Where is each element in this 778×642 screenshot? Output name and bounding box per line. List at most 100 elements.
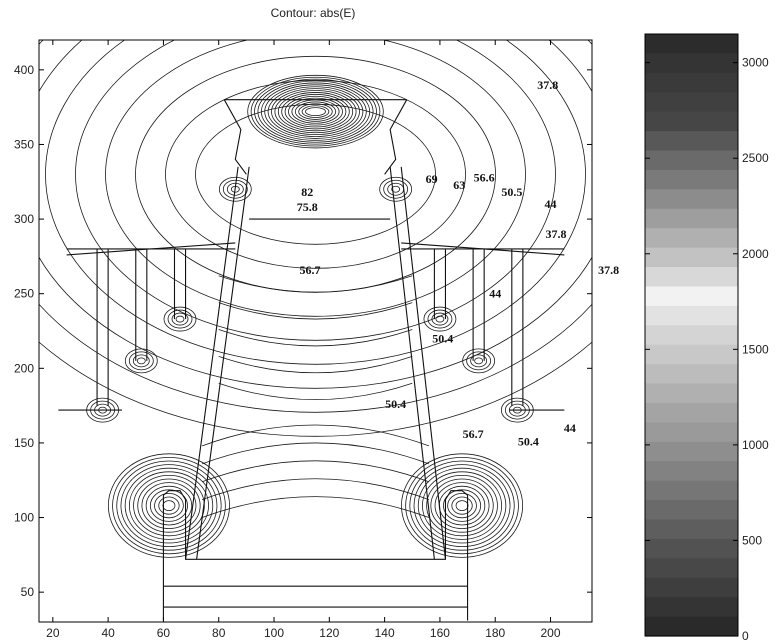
contour-cavity <box>218 329 413 347</box>
contour-ring-bl <box>116 460 222 551</box>
chart-title: Contour: abs(E) <box>271 6 356 20</box>
colorbar-band <box>645 150 738 171</box>
contour-ring-top <box>294 101 337 122</box>
contour-cavity <box>218 275 413 293</box>
contour-ring-bl <box>124 467 214 544</box>
x-tick-label: 80 <box>212 626 226 640</box>
contour-label: 50.4 <box>385 397 406 411</box>
x-axis-ticks: 20 40 60 80 100 120 140 160 180 200 <box>46 40 561 640</box>
contour-label: 44 <box>545 197 557 211</box>
x-tick-label: 160 <box>430 626 450 640</box>
colorbar-band <box>645 577 738 598</box>
contour-cavity <box>218 355 413 374</box>
contour-ring-bl <box>112 456 226 555</box>
contour-label: 75.8 <box>297 200 318 214</box>
right-top-arm <box>384 99 408 175</box>
contour-label: 69 <box>426 172 438 186</box>
contour-ring-small <box>423 306 457 332</box>
y-axis-ticks: 50 100 150 200 250 300 350 400 <box>14 63 592 599</box>
colorbar-band <box>645 72 738 93</box>
contour-ring-top <box>277 92 354 132</box>
contour-ring-br <box>401 453 524 558</box>
colorbar-band <box>645 34 738 55</box>
contour-ring-small <box>167 309 193 329</box>
x-tick-label: 200 <box>541 626 561 640</box>
left-top-arm <box>223 99 247 175</box>
colorbar-band <box>645 422 738 443</box>
contour-ring-top <box>271 88 360 136</box>
contour-label: 82 <box>301 185 313 199</box>
contour-label: 56.7 <box>299 263 320 277</box>
colorbar-tick-label: 2000 <box>742 247 769 261</box>
contour-lower <box>201 460 430 483</box>
contour-arc-outer <box>105 40 526 317</box>
colorbar-frame <box>644 33 739 637</box>
contour-label: 50.4 <box>518 434 539 448</box>
contour-ring-small <box>136 357 146 365</box>
contour-ring-br <box>451 496 473 515</box>
colorbar-band <box>645 383 738 404</box>
x-tick-label: 60 <box>157 626 171 640</box>
contour-ring-small <box>383 179 409 199</box>
contour-ring-br <box>455 500 469 512</box>
contour-ring-top <box>264 84 367 139</box>
contour-ring-bl <box>141 482 197 530</box>
x-tick-label: 180 <box>485 626 505 640</box>
contour-ring-top <box>274 90 357 134</box>
contour-cavity <box>218 302 413 320</box>
contour-ring-small <box>431 312 449 326</box>
contour-ring-bl <box>133 474 205 537</box>
y-tick-label: 200 <box>14 361 34 375</box>
contour-ring-bl <box>120 464 218 548</box>
contour-ring-bl <box>107 453 230 558</box>
contour-label: 37.8 <box>537 78 558 92</box>
contour-ring-small <box>226 182 244 196</box>
contour-ring-top <box>247 74 384 149</box>
y-tick-label: 300 <box>14 212 34 226</box>
colorbar-band <box>645 597 738 618</box>
contour-ring-top <box>267 86 364 137</box>
colorbar-band <box>645 208 738 229</box>
contour-lower <box>201 496 430 518</box>
colorbar-band <box>645 267 738 288</box>
contour-ring-small <box>124 348 158 374</box>
colorbar-band <box>645 402 738 423</box>
contour-ring-small <box>128 351 154 371</box>
contour-ring-br <box>430 478 494 533</box>
contour-ring-small <box>391 185 401 193</box>
contour-arc-outer <box>75 40 556 341</box>
right-plate-edge <box>401 242 565 256</box>
colorbar-band <box>645 441 738 462</box>
y-tick-label: 50 <box>21 585 35 599</box>
contour-label: 50.5 <box>501 185 522 199</box>
contour-ring-small <box>132 354 150 368</box>
contour-ring-br <box>426 474 498 537</box>
right-slant-line-inner <box>389 166 435 560</box>
contour-ring-top <box>305 107 326 117</box>
contour-ring-bl <box>154 492 184 519</box>
colorbar-tick-label: 1500 <box>742 342 769 356</box>
colorbar-band <box>645 92 738 113</box>
contour-ring-br <box>417 467 507 544</box>
contour-arc-outer <box>39 341 592 437</box>
right-electrode-outline <box>356 490 469 621</box>
left-electrode-outline <box>162 490 275 621</box>
contour-label: 37.8 <box>546 227 567 241</box>
contour-ring-bl <box>137 478 201 533</box>
contour-lower <box>201 442 430 465</box>
contour-ring-top <box>250 76 381 147</box>
colorbar-band <box>645 189 738 210</box>
colorbar-band <box>645 344 738 365</box>
x-tick-label: 120 <box>319 626 339 640</box>
contour-ring-bl <box>128 471 209 540</box>
contour-ring-small <box>435 315 445 323</box>
y-tick-label: 100 <box>14 511 34 525</box>
colorbar-band <box>645 169 738 190</box>
contour-label: 63 <box>453 178 465 192</box>
colorbar-band <box>645 558 738 579</box>
contour-lines <box>39 40 592 558</box>
right-slant-line <box>400 166 447 560</box>
contour-ring-top <box>284 95 347 128</box>
y-tick-label: 250 <box>14 287 34 301</box>
